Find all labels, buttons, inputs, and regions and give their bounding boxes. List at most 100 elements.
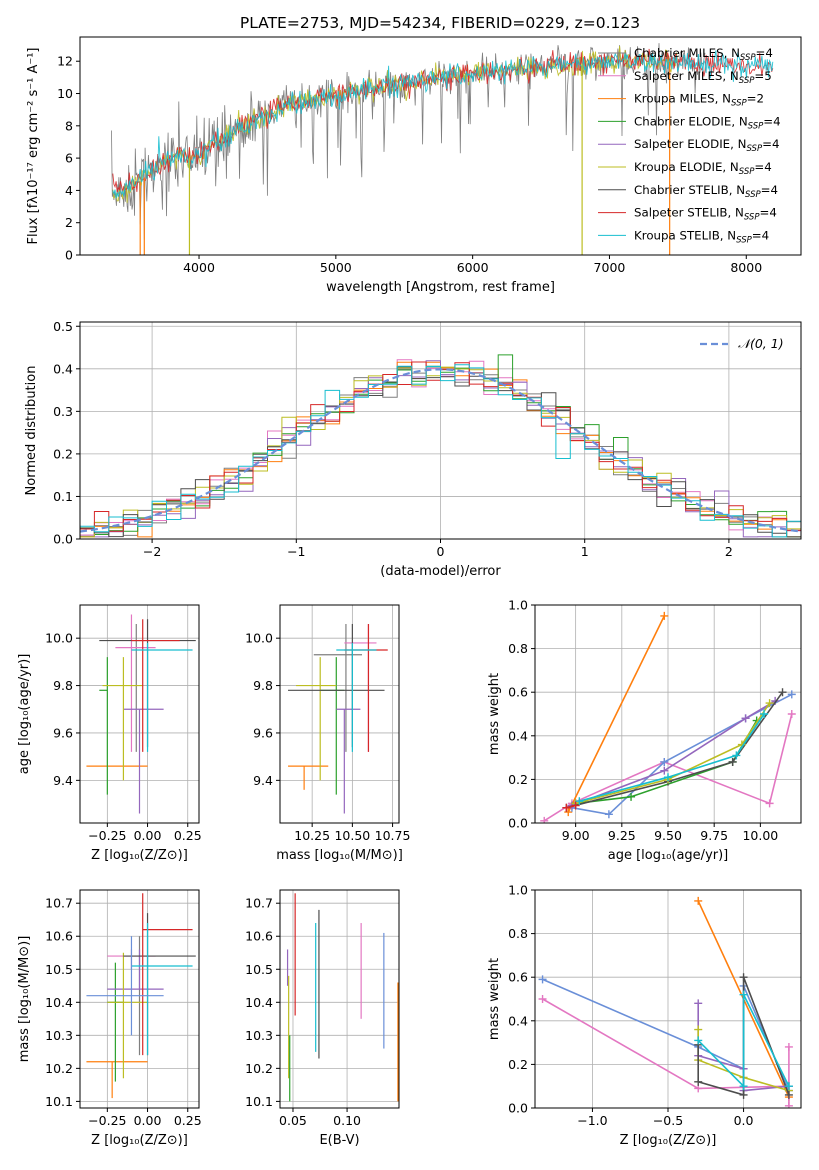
y-tick-label: 9.8 [253,678,273,693]
mass-weight-marker [694,1077,703,1086]
residuals-legend: 𝒩(0, 1) [700,336,784,351]
x-tick-label: −0.25 [88,1113,126,1128]
x-tick-label: 0.00 [134,1113,162,1128]
y-tick-label: 0.6 [508,685,528,700]
mass-weight-series [564,611,669,817]
legend-entry-name: Salpeter ELODIE, N [634,137,746,151]
errorbar-point [313,623,363,752]
y-tick-label: 10.2 [245,1061,273,1076]
errorbar-point [131,642,193,752]
y-axis-label: Normed distribution [24,366,39,496]
errorbar-point [102,657,143,781]
spectrum-panel: 4000 5000 6000 7000 8000 0 2 4 6 8 10 12 wavelength … [26,36,802,295]
observed-spectrum-line [111,43,706,240]
legend-entry-count: =4 [762,137,779,151]
y-axis-label: Flux [fλ10⁻¹⁷ erg cm⁻² s⁻¹ A⁻¹] [26,48,41,245]
mass-weight-marker [627,792,636,801]
mass-weight-series [571,699,774,808]
figure-title: PLATE=2753, MJD=54234, FIBERID=0229, z=0… [240,14,640,32]
x-tick-label: 9.00 [562,828,590,843]
age-vs-metallicity-panel: −0.25 0.00 0.25 9.4 9.6 9.8 10.0 Z [log₁₀(Z/Z⊙)… [17,604,202,863]
legend-entry-count: =4 [754,160,771,174]
mass-weight-marker [787,690,796,699]
y-tick-label: 10.3 [45,1028,73,1043]
y-tick-label: 10.0 [245,631,273,646]
x-axis-label: mass [log₁₀(M/M⊙)] [276,848,403,863]
mass-weight-marker [660,766,669,775]
y-tick-label: 0.2 [508,1057,528,1072]
legend-entry: Chabrier MILES, NSSP=4 [634,46,773,63]
x-tick-label: 7000 [594,260,626,275]
x-tick-label: 10.25 [294,828,330,843]
y-tick-label: 9.6 [253,725,273,740]
mass-weight-marker [741,714,750,723]
legend-entry: 𝒩(0, 1) [738,336,784,351]
plot-area [538,896,793,1108]
axes-frame [279,604,400,824]
y-axis-label: mass [log₁₀(M/M⊙)] [17,936,32,1063]
x-tick-label: −2 [143,544,161,559]
y-tick-label: 10.1 [245,1094,273,1109]
x-axis-label: E(B-V) [319,1133,359,1148]
y-tick-label: 9.4 [253,773,273,788]
mass-weight-line [697,994,790,1089]
errorbar-point [115,614,156,752]
y-axis-label: mass weight [487,958,502,1040]
y-tick-label: 10.4 [245,995,273,1010]
mass-weight-marker [575,797,584,806]
mass-weight-marker [694,999,703,1008]
legend-entry: Kroupa MILES, NSSP=2 [634,92,764,109]
legend-entry-subscript: SSP [746,144,762,154]
x-tick-label: 9.50 [654,828,682,843]
mass-weight-marker [571,801,580,810]
y-tick-label: 0.0 [508,816,528,831]
y-tick-label: 0.0 [53,532,73,547]
x-tick-label: −0.25 [88,828,126,843]
plot-area [286,893,399,1102]
mass-weight-marker [538,975,547,984]
mass-weight-marker [664,773,672,782]
y-tick-label: 0.0 [508,1101,528,1116]
y-tick-label: 10.4 [45,995,73,1010]
y-tick-label: 10.5 [245,962,273,977]
mass-weight-vs-age-panel: 9.00 9.25 9.50 9.75 10.00 0.0 0.2 0.4 0.6 0.8 1.0 a… [487,598,802,863]
x-tick-label: 9.75 [700,828,728,843]
y-tick-label: 1.0 [508,598,528,613]
legend-entry-name: Kroupa MILES, N [634,92,731,106]
legend-entry: Salpeter MILES, NSSP=5 [634,69,772,86]
mass-weight-marker [660,757,669,766]
mass-weight-marker [660,611,669,620]
mass-weight-marker [784,1090,793,1099]
y-tick-label: 12 [57,54,73,69]
y-tick-label: 10.0 [45,631,73,646]
mass-weight-line [579,713,765,802]
legend-entry-count: =4 [752,228,769,242]
x-tick-label: −1 [287,544,305,559]
residual-histogram [80,364,801,538]
y-tick-label: 9.4 [53,773,73,788]
legend-entry-count: =4 [761,183,778,197]
y-tick-label: 6 [65,151,73,166]
axes-frame [279,889,400,1109]
legend-entry-name: Salpeter MILES, N [634,69,739,83]
mass-weight-line [575,702,771,805]
x-axis-label: age [log₁₀(age/yr)] [608,848,729,863]
errorbar-point [99,657,108,795]
y-tick-label: 0 [65,248,73,263]
errorbar-point [320,657,345,795]
y-tick-label: 4 [65,183,73,198]
y-tick-label: 0.8 [508,641,528,656]
y-tick-label: 9.8 [53,678,73,693]
y-tick-label: 0.5 [53,319,73,334]
errorbar-point [131,619,180,752]
legend-entry: Kroupa STELIB, NSSP=4 [634,228,769,245]
age-vs-mass-panel: 10.25 10.50 10.75 9.4 9.6 9.8 10.0 mass [log₁₀(… [245,604,410,863]
errorbar-point [107,952,148,1079]
axes-frame [79,36,802,256]
x-tick-label: 10.00 [742,828,778,843]
mass-weight-marker [564,808,573,817]
mass-weight-marker [739,990,748,999]
legend-entry-name: Chabrier STELIB, N [634,183,745,197]
mass-weight-marker [739,973,748,982]
